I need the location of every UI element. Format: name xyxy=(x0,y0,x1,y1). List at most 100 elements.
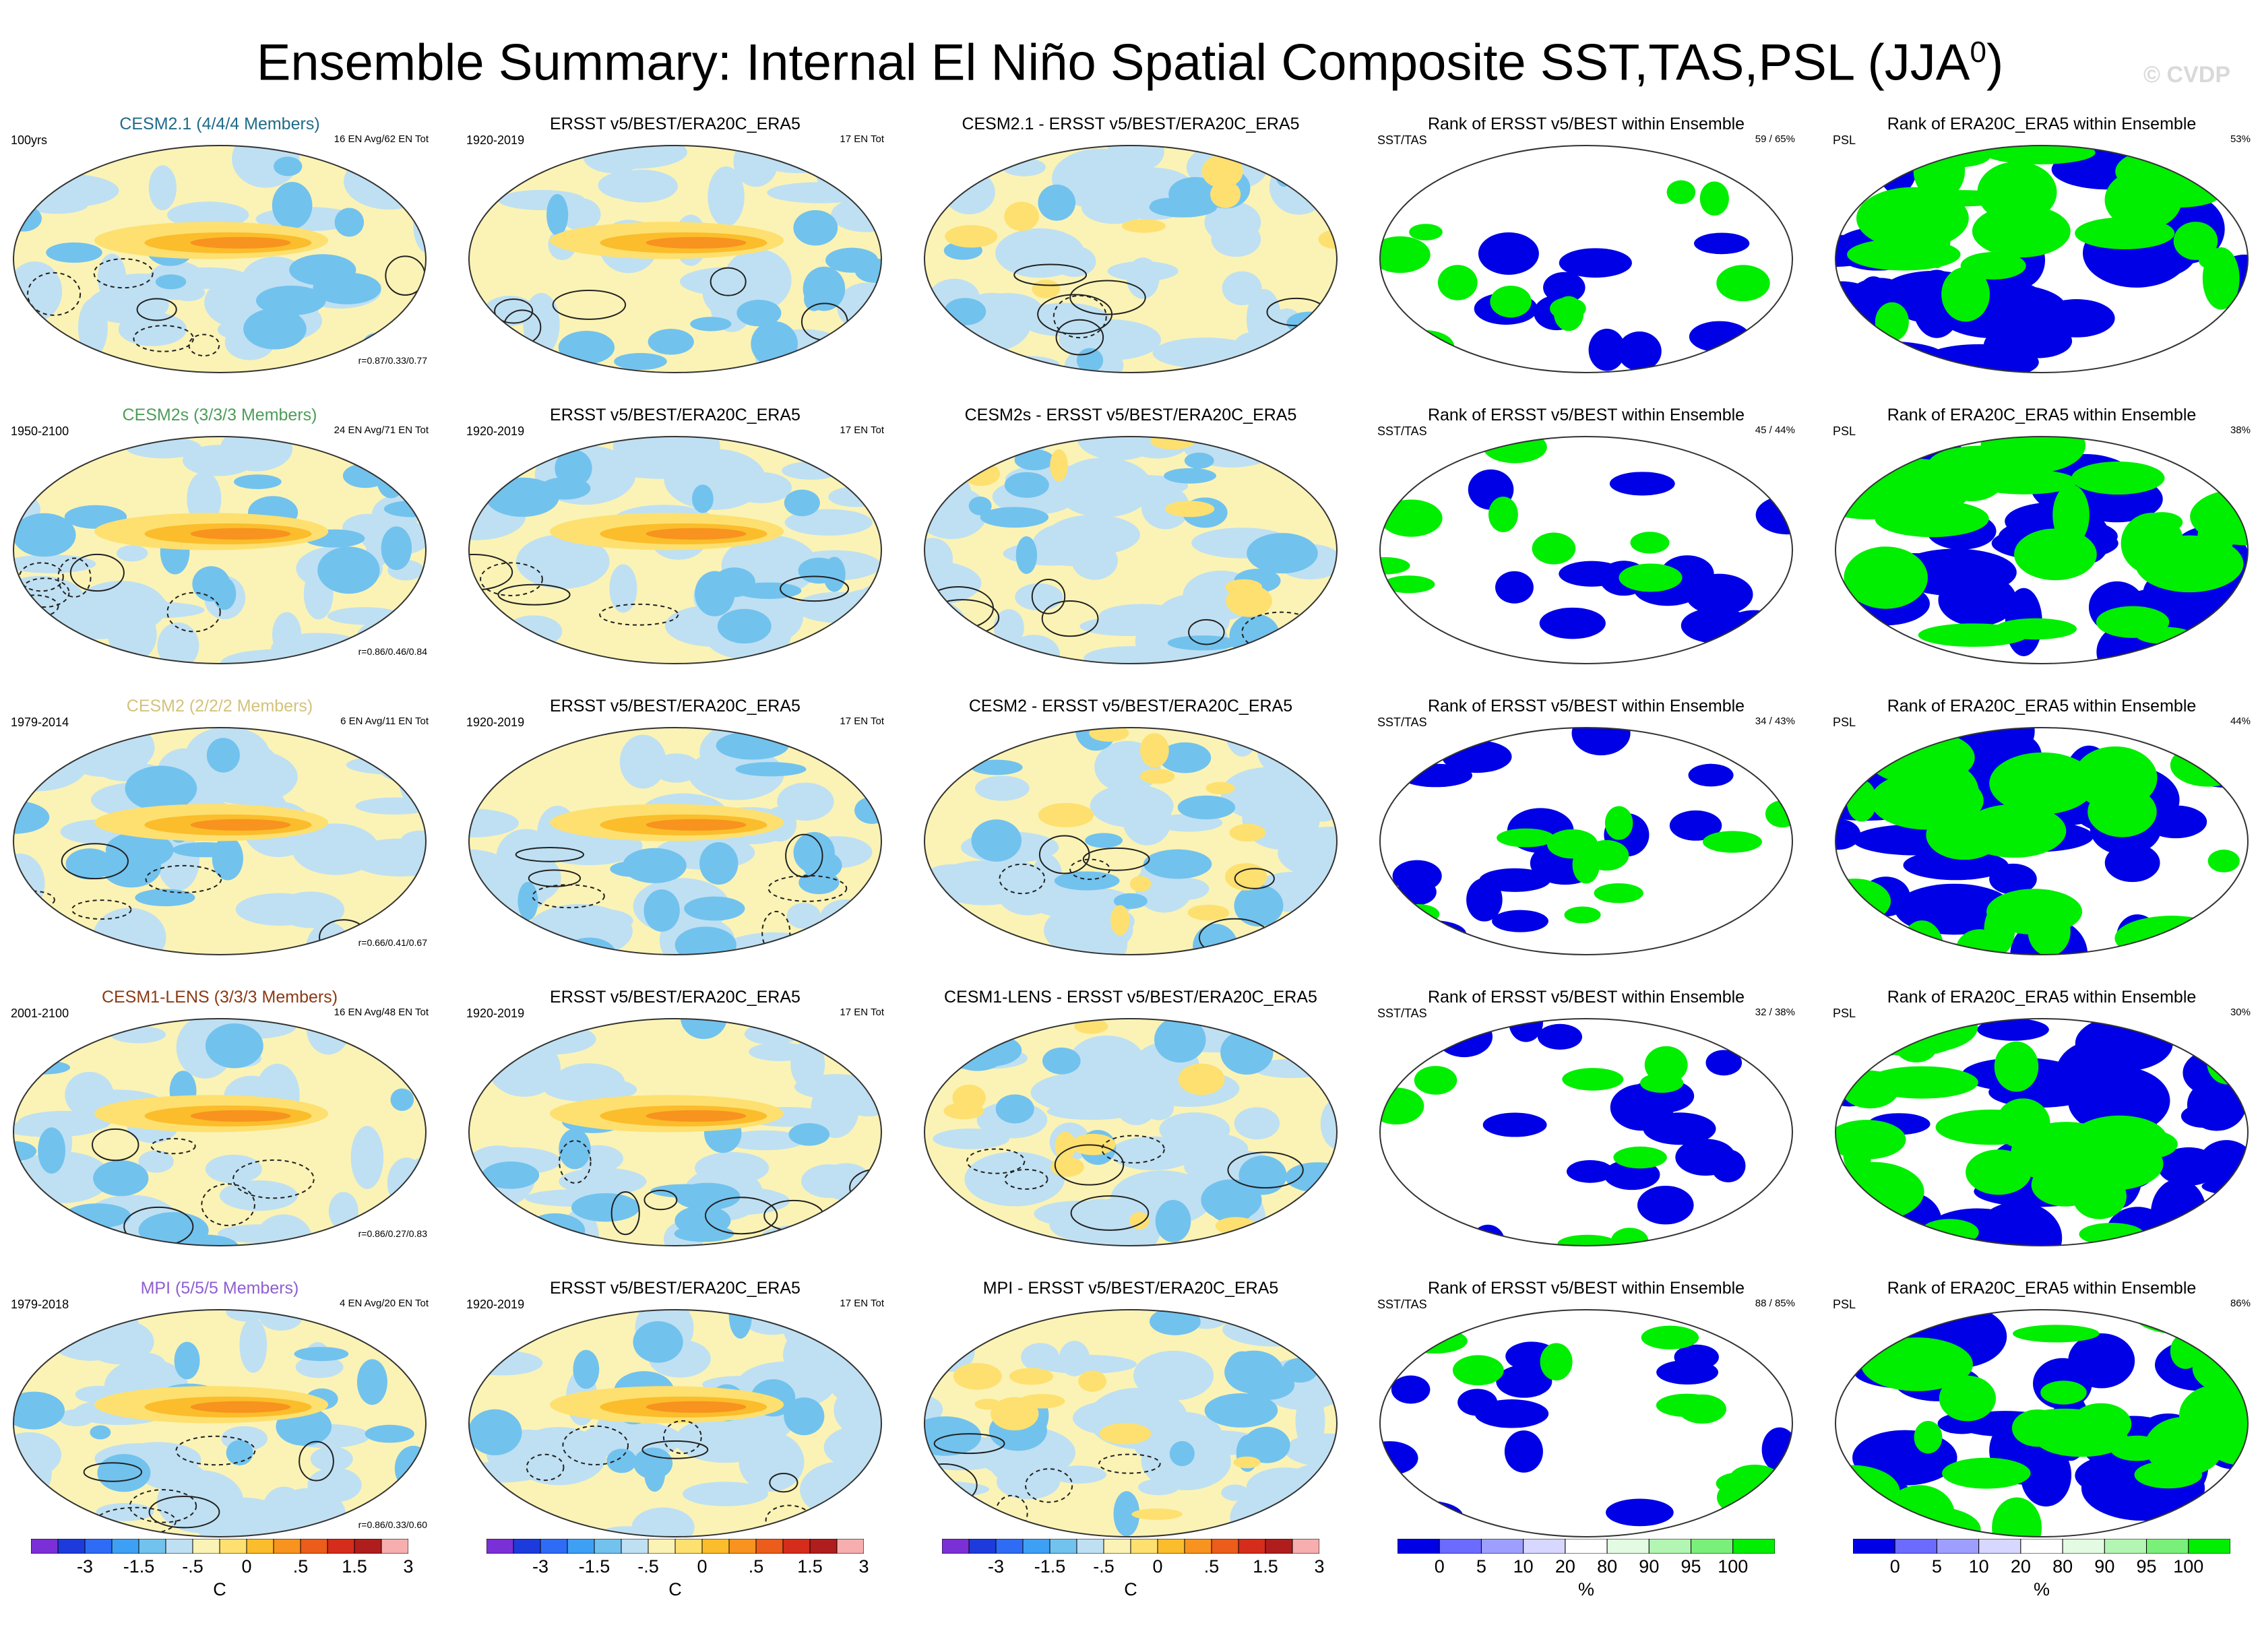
psl-contour xyxy=(13,594,59,618)
rank-high-region xyxy=(1844,546,1928,609)
cool-anomaly-region xyxy=(674,1225,734,1242)
colorbar-tick-label: -.5 xyxy=(182,1556,203,1577)
rank-high-region xyxy=(1380,557,1410,575)
el-nino-warm-core xyxy=(190,236,291,249)
panel-title: Rank of ERA20C_ERA5 within Ensemble xyxy=(1887,406,2197,424)
psl-contour xyxy=(599,603,679,626)
cool-anomaly-region xyxy=(192,566,230,602)
colorbar-swatch xyxy=(836,1539,864,1554)
cool-anomaly-region xyxy=(997,356,1061,373)
rank-high-region xyxy=(1914,1421,1943,1454)
cool-anomaly-region xyxy=(606,1449,637,1473)
rank-high-region xyxy=(1437,265,1478,300)
el-nino-warm-core xyxy=(646,819,747,831)
cool-anomaly-region xyxy=(1133,1350,1214,1401)
panel-right-label: 17 EN Tot xyxy=(840,1298,884,1309)
rank-high-region xyxy=(1935,1109,2047,1145)
cool-anomaly-region xyxy=(928,741,999,759)
cool-anomaly-region xyxy=(182,445,255,476)
cool-anomaly-region xyxy=(498,852,561,903)
rank-high-region xyxy=(1991,437,2028,464)
cool-anomaly-region xyxy=(1311,146,1336,166)
cool-anomaly-region xyxy=(13,354,59,373)
cool-anomaly-region xyxy=(13,1212,36,1246)
colorbar-swatch xyxy=(138,1539,166,1554)
psl-contour xyxy=(92,1128,139,1162)
psl-contour xyxy=(1025,1468,1073,1503)
map-diff xyxy=(924,727,1338,955)
warm-anomaly-region xyxy=(1298,621,1329,653)
panel-title: ERSST v5/BEST/ERA20C_ERA5 xyxy=(550,406,801,424)
rank-high-region xyxy=(1941,267,1990,322)
colorbar-swatch xyxy=(1439,1539,1482,1554)
colorbar-swatch xyxy=(1978,1539,2021,1554)
rank-low-region xyxy=(1538,1023,1583,1050)
rank-high-region xyxy=(2170,743,2246,787)
panel-title: CESM1-LENS - ERSST v5/BEST/ERA20C_ERA5 xyxy=(944,988,1317,1007)
rank-low-region xyxy=(2158,1147,2220,1186)
el-nino-warm-core xyxy=(190,1401,291,1413)
rank-high-region xyxy=(2012,1325,2100,1343)
map-border xyxy=(1835,1018,2249,1246)
warm-anomaly-region xyxy=(1139,769,1175,784)
panel-title: ERSST v5/BEST/ERA20C_ERA5 xyxy=(550,115,801,133)
panel-left-label: PSL xyxy=(1833,716,1856,729)
colorbar-tick-label: -1.5 xyxy=(123,1556,155,1577)
cool-anomaly-region xyxy=(1204,1393,1278,1428)
cool-anomaly-region xyxy=(606,169,679,203)
cool-anomaly-region xyxy=(255,285,326,316)
colorbar-unit: C xyxy=(668,1579,682,1599)
rank-high-region xyxy=(1613,1146,1667,1169)
cool-anomaly-region xyxy=(633,1447,673,1480)
colorbar-swatch xyxy=(1238,1539,1266,1554)
colorbar-swatch xyxy=(701,1539,730,1554)
cool-anomaly-region xyxy=(243,308,307,350)
colorbar-swatch xyxy=(755,1539,784,1554)
cool-anomaly-region xyxy=(118,312,187,346)
rank-high-region xyxy=(2014,528,2097,581)
cool-anomaly-region xyxy=(745,1310,800,1335)
warm-anomaly-region xyxy=(953,1363,1002,1390)
cool-anomaly-region xyxy=(1159,1112,1230,1147)
panel-right-label: 17 EN Tot xyxy=(840,716,884,727)
map-rank1 xyxy=(1379,145,1793,373)
rank-low-region xyxy=(2020,1443,2072,1507)
cool-anomaly-region xyxy=(546,193,569,236)
rank-high-region xyxy=(1989,752,2096,815)
cool-anomaly-region xyxy=(823,1424,881,1470)
cool-anomaly-region xyxy=(1243,1370,1295,1400)
rank-low-region xyxy=(1694,232,1750,255)
panel-left-label: 1920-2019 xyxy=(466,1007,525,1020)
rank-high-region xyxy=(1562,1068,1624,1091)
colorbar-swatch xyxy=(1691,1539,1734,1554)
warm-anomaly-region xyxy=(1292,360,1337,373)
rank-low-region xyxy=(1495,571,1534,604)
cool-anomaly-region xyxy=(1269,159,1329,215)
rank-high-region xyxy=(1550,297,1586,320)
colorbar-tick-label: -.5 xyxy=(1093,1556,1115,1577)
rank-high-region xyxy=(1736,446,1792,478)
rank-high-region xyxy=(1914,763,1979,821)
cool-anomaly-region xyxy=(825,247,879,273)
colorbar-tick-label: -3 xyxy=(987,1556,1004,1577)
cool-anomaly-region xyxy=(289,254,356,286)
cool-anomaly-region xyxy=(1177,795,1236,820)
psl-contour xyxy=(562,1425,629,1466)
psl-contour xyxy=(57,557,92,598)
colorbar-swatch xyxy=(1265,1539,1293,1554)
cool-anomaly-region xyxy=(1252,728,1311,747)
psl-contour xyxy=(933,1433,1005,1455)
cool-anomaly-region xyxy=(802,1516,847,1537)
map-obs xyxy=(468,1018,882,1246)
cool-anomaly-region xyxy=(14,647,46,664)
warm-anomaly-region xyxy=(1055,1131,1076,1161)
cool-anomaly-region xyxy=(148,165,177,211)
colorbar-swatch xyxy=(1076,1539,1104,1554)
colorbar-swatch xyxy=(300,1539,328,1554)
map-border xyxy=(468,436,882,664)
cool-anomaly-region xyxy=(1046,1103,1137,1120)
warm-anomaly-region xyxy=(974,1399,1002,1410)
rank-high-region xyxy=(1403,1328,1468,1354)
cool-anomaly-region xyxy=(631,1507,695,1537)
cool-anomaly-region xyxy=(1221,1484,1249,1501)
